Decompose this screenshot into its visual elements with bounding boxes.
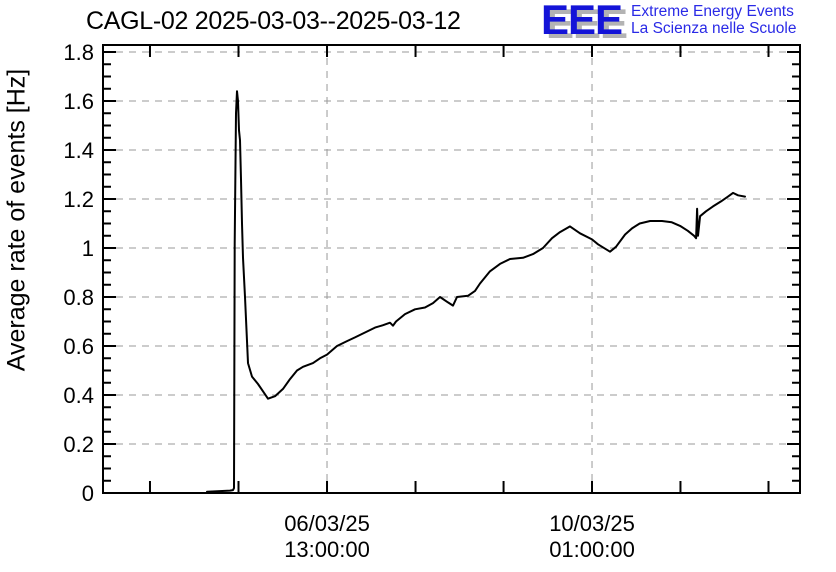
- y-tick-label: 1.2: [63, 187, 94, 212]
- y-tick-label: 0.6: [63, 334, 94, 359]
- chart-title: CAGL-02 2025-03-03--2025-03-12: [86, 7, 461, 35]
- eee-logo-acronym: EEE: [541, 0, 623, 43]
- y-tick-label: 0.4: [63, 383, 94, 408]
- y-tick-label: 1: [82, 236, 94, 261]
- eee-logo-text: Extreme Energy Events La Scienza nelle S…: [631, 1, 796, 37]
- y-tick-label: 0.8: [63, 285, 94, 310]
- y-tick-label: 0.2: [63, 432, 94, 457]
- y-tick-label: 1.4: [63, 138, 94, 163]
- x-tick-label: 13:00:00: [284, 537, 370, 562]
- x-tick-label: 01:00:00: [549, 537, 635, 562]
- rate-curve: [206, 90, 746, 493]
- eee-logo: EEE Extreme Energy Events La Scienza nel…: [541, 0, 797, 43]
- y-tick-label: 1.6: [63, 89, 94, 114]
- eee-logo-line2: La Scienza nelle Scuole: [631, 19, 797, 37]
- x-tick-label: 06/03/25: [284, 511, 370, 536]
- plot-frame: [102, 44, 801, 494]
- y-tick-label: 0: [82, 481, 94, 506]
- eee-logo-line1: Extreme Energy Events: [631, 3, 794, 20]
- x-tick-label: 10/03/25: [549, 511, 635, 536]
- y-tick-label: 1.8: [63, 40, 94, 65]
